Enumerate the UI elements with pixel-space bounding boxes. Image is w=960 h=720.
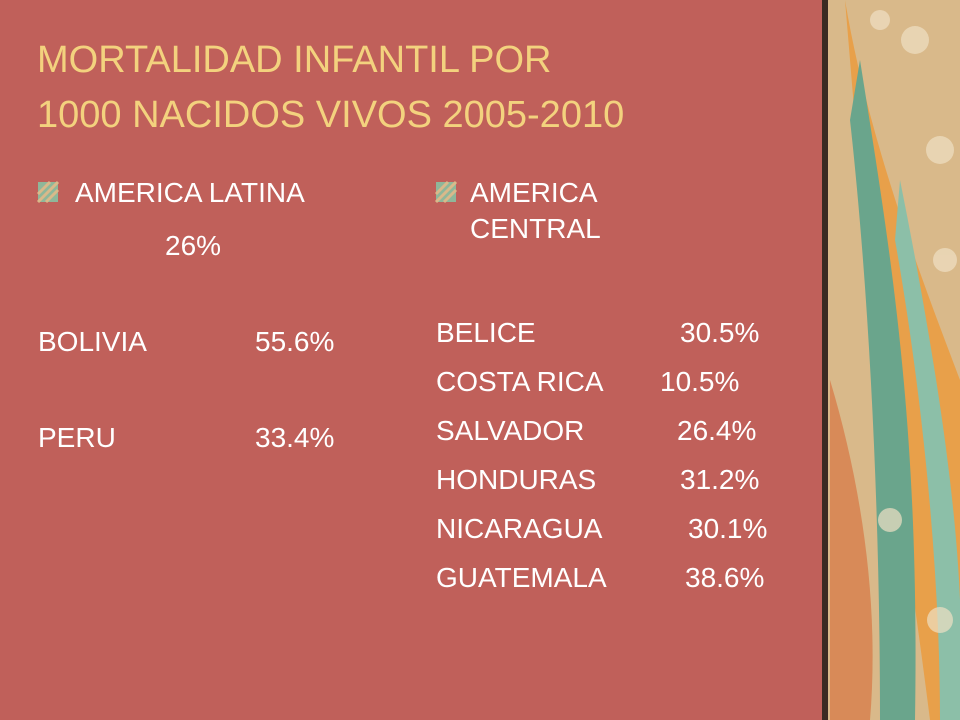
left-heading: AMERICA LATINA [75, 177, 305, 208]
row-label: GUATEMALA [436, 562, 607, 593]
row-value: 26.4% [677, 415, 757, 446]
row-label: NICARAGUA [436, 513, 603, 544]
left-total: 26% [165, 230, 222, 261]
row-label: PERU [38, 422, 116, 453]
row-label: HONDURAS [436, 464, 597, 495]
right-heading: AMERICA CENTRAL [470, 177, 601, 245]
teal-swoosh [895, 180, 960, 720]
bullet [434, 180, 458, 204]
row-label: BELICE [436, 317, 536, 348]
row-value: 30.5% [680, 317, 760, 348]
row-value: 10.5% [660, 366, 740, 397]
flowers [870, 10, 957, 633]
bullet [36, 180, 60, 204]
row-value: 38.6% [685, 562, 765, 593]
row-value: 33.4% [255, 422, 335, 453]
row-value: 30.1% [688, 513, 768, 544]
row-value: 55.6% [255, 326, 335, 357]
row-label: SALVADOR [436, 415, 585, 446]
row-label: BOLIVIA [38, 326, 147, 357]
row-label: COSTA RICA [436, 366, 604, 397]
row-value: 31.2% [680, 464, 760, 495]
green-swoosh [850, 60, 916, 720]
side-border [822, 0, 828, 720]
title-line: 1000 NACIDOS VIVOS 2005-2010 [37, 94, 625, 136]
lower-swoosh [830, 380, 873, 720]
title-line: MORTALIDAD INFANTIL POR [37, 39, 552, 81]
